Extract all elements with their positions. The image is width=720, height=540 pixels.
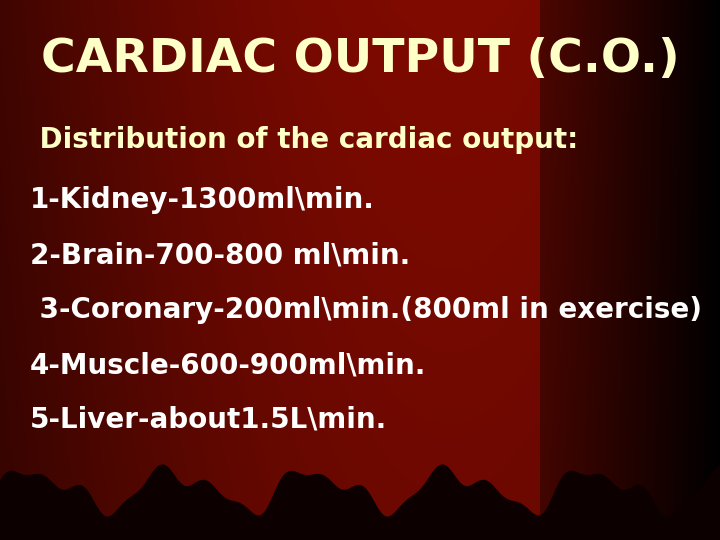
- Text: Distribution of the cardiac output:: Distribution of the cardiac output:: [30, 126, 578, 154]
- Text: 3-Coronary-200ml\min.(800ml in exercise): 3-Coronary-200ml\min.(800ml in exercise): [30, 296, 702, 324]
- Text: 2-Brain-700-800 ml\min.: 2-Brain-700-800 ml\min.: [30, 241, 410, 269]
- Text: CARDIAC OUTPUT (C.O.): CARDIAC OUTPUT (C.O.): [41, 37, 679, 83]
- Text: 1-Kidney-1300ml\min.: 1-Kidney-1300ml\min.: [30, 186, 375, 214]
- Text: 4-Muscle-600-900ml\min.: 4-Muscle-600-900ml\min.: [30, 351, 426, 379]
- Text: 5-Liver-about1.5L\min.: 5-Liver-about1.5L\min.: [30, 406, 387, 434]
